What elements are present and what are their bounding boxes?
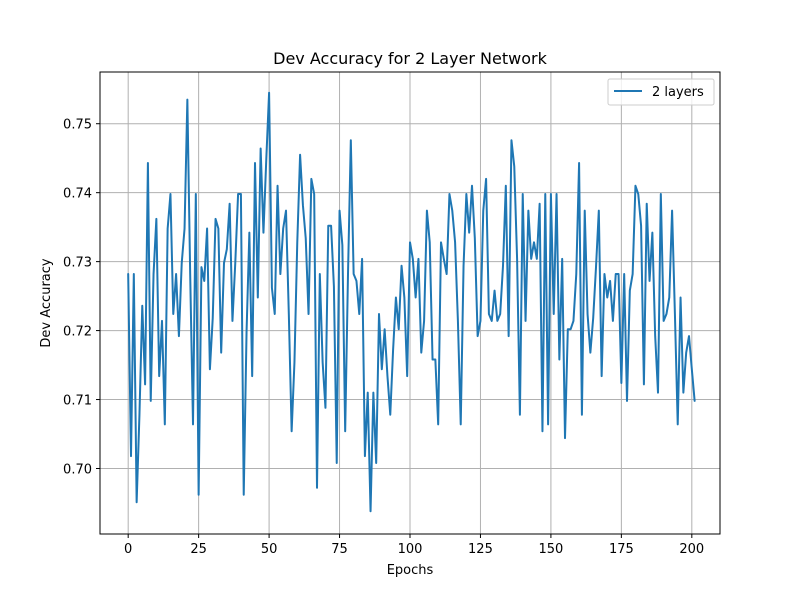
legend-label-2-layers: 2 layers: [652, 85, 704, 100]
y-tick-label: 0.70: [63, 462, 92, 477]
y-axis-label: Dev Accuracy: [39, 258, 54, 347]
x-tick-label: 150: [538, 542, 563, 557]
y-tick-label: 0.73: [63, 256, 92, 271]
x-axis-ticks: 0 25 50 75 100 125 150 175 200: [124, 534, 704, 557]
y-tick-label: 0.74: [63, 187, 92, 202]
x-tick-label: 125: [468, 542, 493, 557]
x-tick-label: 25: [190, 542, 207, 557]
plot-area: [127, 91, 696, 513]
y-tick-label: 0.72: [63, 325, 92, 340]
legend-box: [607, 78, 715, 106]
series-line-2-layers: [127, 91, 696, 513]
x-tick-label: 175: [609, 542, 634, 557]
y-tick-label: 0.75: [63, 118, 92, 133]
x-tick-label: 50: [261, 542, 278, 557]
x-tick-label: 200: [679, 542, 704, 557]
x-tick-label: 75: [331, 542, 348, 557]
chart-title: Dev Accuracy for 2 Layer Network: [273, 49, 547, 68]
x-tick-label: 100: [398, 542, 423, 557]
legend: 2 layers: [607, 78, 715, 106]
x-axis-label: Epochs: [387, 563, 434, 578]
y-tick-label: 0.71: [63, 394, 92, 409]
x-tick-label: 0: [124, 542, 132, 557]
y-axis-ticks: 0.70 0.71 0.72 0.73 0.74 0.75: [63, 118, 100, 477]
